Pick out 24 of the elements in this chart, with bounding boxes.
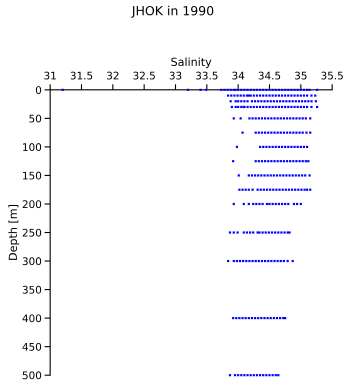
- x-tick-label: 35.5: [321, 72, 343, 80]
- y-tick-label: 200: [22, 200, 42, 208]
- x-tick-label: 33: [170, 72, 182, 80]
- x-tick-label: 31.5: [70, 72, 92, 80]
- x-tick-label: 31: [44, 72, 56, 80]
- x-tick-label: 33.5: [196, 72, 218, 80]
- y-tick-label: 150: [23, 172, 42, 180]
- chart-title: JHOK in 1990: [131, 6, 214, 18]
- x-tick-label: 32.5: [133, 72, 155, 80]
- x-tick-label: 32: [107, 72, 118, 80]
- y-tick-label: 100: [23, 143, 42, 152]
- x-axis-title: Salinity: [171, 57, 212, 68]
- y-tick-label: 500: [22, 371, 42, 380]
- y-tick-label: 450: [22, 342, 42, 351]
- x-tick-label: 35: [294, 72, 307, 80]
- x-tick-label: 34.5: [258, 72, 280, 80]
- y-tick-label: 300: [22, 257, 42, 266]
- y-tick-label: 50: [29, 114, 42, 122]
- y-tick-label: 0: [36, 86, 42, 94]
- y-tick-label: 350: [22, 286, 42, 294]
- y-tick-label: 400: [22, 314, 42, 322]
- y-axis-title: Depth [m]: [8, 205, 20, 260]
- y-tick-label: 250: [22, 228, 42, 237]
- x-tick-label: 34: [232, 72, 244, 80]
